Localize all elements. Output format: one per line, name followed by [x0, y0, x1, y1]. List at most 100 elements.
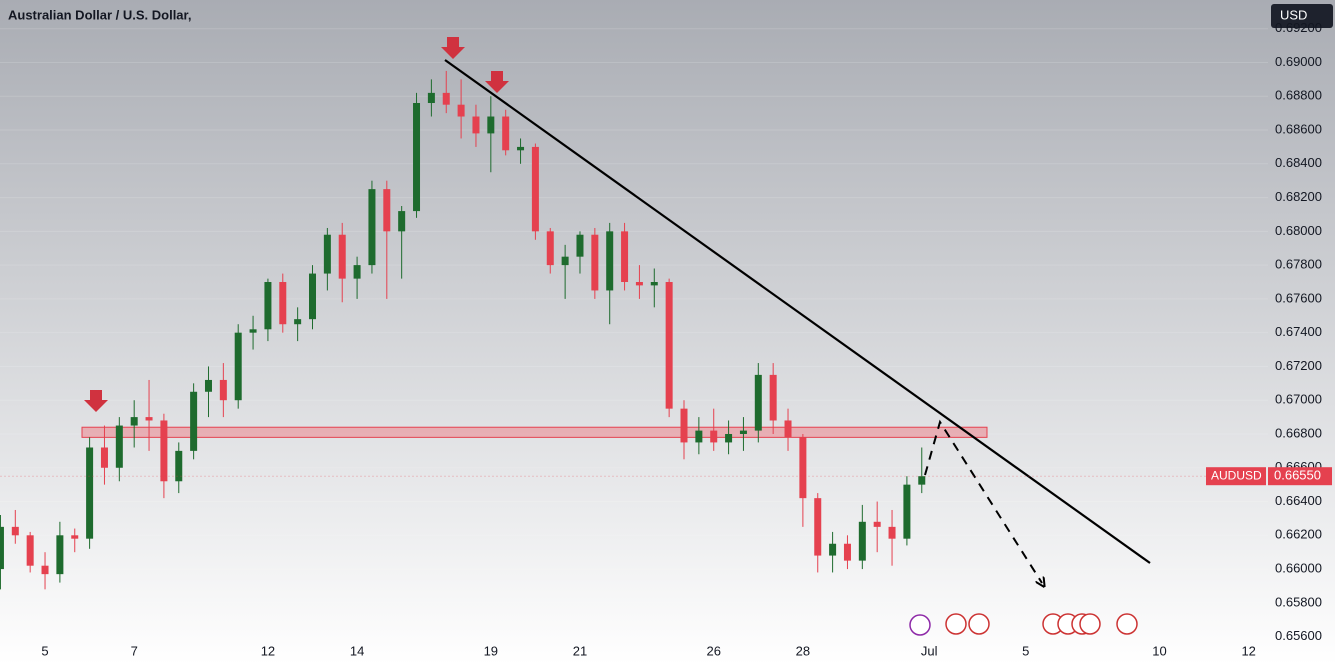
- y-tick-label: 0.69000: [1275, 54, 1322, 69]
- currency-label: USD: [1280, 7, 1307, 22]
- candle-body: [576, 234, 584, 257]
- candle-body: [680, 408, 688, 443]
- y-tick-label: 0.67400: [1275, 324, 1322, 339]
- candle-body: [353, 265, 361, 279]
- candle-body: [442, 92, 450, 105]
- candle-body: [249, 329, 257, 333]
- candle-body: [725, 433, 733, 443]
- candle-body: [175, 450, 183, 482]
- candle-body: [858, 521, 866, 561]
- resistance-zone: [81, 426, 988, 438]
- x-tick-label: 28: [796, 643, 810, 658]
- x-tick-label: 7: [131, 643, 138, 658]
- arrows: [84, 37, 509, 412]
- candle-body: [160, 420, 168, 482]
- candle-body: [799, 437, 807, 499]
- candle-body: [383, 189, 391, 232]
- y-tick-label: 0.67600: [1275, 290, 1322, 305]
- candle-body: [264, 282, 272, 330]
- y-tick-label: 0.65600: [1275, 628, 1322, 643]
- x-tick-label: 12: [261, 643, 275, 658]
- candle-body: [769, 374, 777, 421]
- candle-body: [635, 282, 643, 286]
- y-tick-label: 0.66000: [1275, 561, 1322, 576]
- candle-body: [829, 543, 837, 556]
- candle-body: [323, 234, 331, 274]
- candle-body: [71, 535, 79, 539]
- y-tick-label: 0.69200: [1275, 20, 1322, 35]
- candle-body: [487, 116, 495, 134]
- candle-body: [843, 543, 851, 561]
- candle-body: [86, 447, 94, 539]
- y-tick-label: 0.68200: [1275, 189, 1322, 204]
- candle-body: [517, 146, 525, 151]
- candle-body: [888, 526, 896, 539]
- candle-body: [561, 256, 569, 266]
- candle-body: [56, 535, 64, 575]
- symbol-label: AUDUSD: [1211, 468, 1262, 482]
- candle-body: [739, 430, 747, 434]
- candle-body: [873, 521, 881, 527]
- candle-body: [710, 430, 718, 443]
- y-tick-label: 0.68400: [1275, 155, 1322, 170]
- symbol-tag: [1206, 467, 1266, 486]
- x-tick-label: 10: [1152, 643, 1166, 658]
- x-tick-label: 21: [573, 643, 587, 658]
- candle-body: [279, 282, 287, 325]
- candle-body: [457, 104, 465, 117]
- candle-body: [427, 92, 435, 104]
- candle-body: [784, 420, 792, 438]
- candle-body: [234, 332, 242, 401]
- candle-body: [338, 234, 346, 279]
- event-icons: [909, 613, 1138, 636]
- candle-body: [294, 319, 302, 325]
- trend-line: [444, 59, 1151, 564]
- candle-body: [190, 391, 198, 451]
- candle-body: [546, 231, 554, 266]
- candle-body: [100, 447, 108, 468]
- y-tick-label: 0.66400: [1275, 493, 1322, 508]
- x-tick-label: 12: [1241, 643, 1255, 658]
- candle-body: [606, 231, 614, 291]
- last-price-label: 0.66550: [1274, 468, 1321, 483]
- candle-body: [531, 146, 539, 232]
- candle-body: [0, 526, 4, 570]
- candle-body: [145, 417, 153, 421]
- x-tick-label: 5: [1022, 643, 1029, 658]
- candle-body: [695, 430, 703, 443]
- candle-body: [650, 282, 658, 286]
- candle-body: [219, 379, 227, 401]
- candle-body: [41, 565, 49, 575]
- y-tick-label: 0.66200: [1275, 527, 1322, 542]
- candle-body: [26, 535, 34, 566]
- candle-body: [115, 425, 123, 468]
- candle-body: [398, 211, 406, 232]
- chart-title: Australian Dollar / U.S. Dollar,: [8, 7, 192, 22]
- y-tick-label: 0.67000: [1275, 392, 1322, 407]
- x-tick-label: 5: [41, 643, 48, 658]
- y-tick-label: 0.68000: [1275, 223, 1322, 238]
- y-tick-label: 0.68800: [1275, 88, 1322, 103]
- projection: [924, 419, 1042, 583]
- candle-body: [903, 484, 911, 539]
- candle-body: [754, 374, 762, 431]
- candle-body: [204, 379, 212, 392]
- candle-body: [130, 417, 138, 426]
- candle-body: [665, 282, 673, 409]
- price-tag: [1268, 467, 1332, 486]
- x-tick-label: 14: [350, 643, 364, 658]
- candle-body: [413, 103, 421, 212]
- x-tick-label: Jul: [921, 643, 938, 658]
- x-tick-label: 19: [484, 643, 498, 658]
- candle-body: [11, 526, 19, 536]
- currency-button[interactable]: [1271, 4, 1333, 28]
- candle-body: [621, 231, 629, 283]
- candle-body: [309, 273, 317, 320]
- candle-body: [591, 234, 599, 291]
- y-tick-label: 0.68600: [1275, 121, 1322, 136]
- y-tick-label: 0.65800: [1275, 594, 1322, 609]
- candle-body: [502, 116, 510, 151]
- candle-body: [918, 476, 926, 485]
- candle-body: [472, 116, 480, 134]
